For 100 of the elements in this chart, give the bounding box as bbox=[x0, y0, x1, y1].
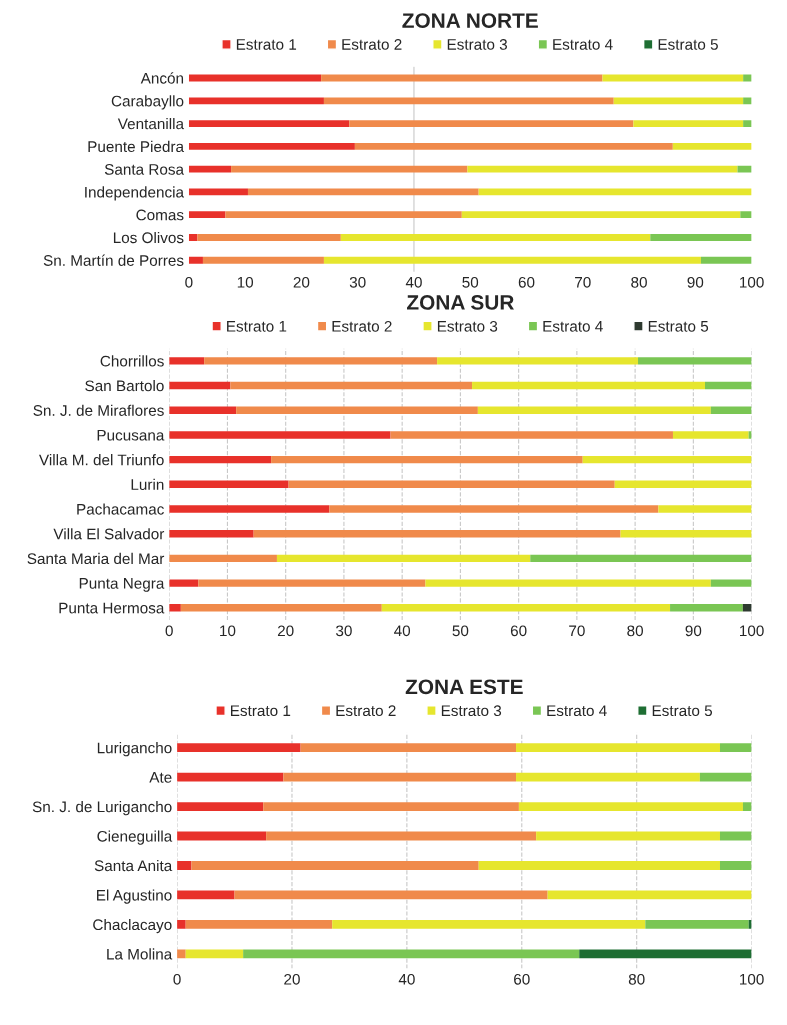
legend-label: Estrato 2 bbox=[332, 320, 392, 332]
x-tick-label: 80 bbox=[631, 276, 647, 288]
bar bbox=[169, 381, 231, 390]
x-tick-label: 60 bbox=[510, 625, 527, 637]
bar bbox=[177, 802, 264, 811]
bar bbox=[191, 861, 479, 870]
bar bbox=[236, 406, 478, 414]
legend-label: Estrato 3 bbox=[437, 320, 498, 332]
bar bbox=[283, 772, 517, 782]
bar bbox=[323, 97, 614, 105]
y-tick-label: Chaclacayo bbox=[93, 918, 172, 934]
y-tick-label: Ventanilla bbox=[117, 118, 185, 130]
bar bbox=[704, 381, 752, 390]
y-tick-label: Sn. J. de Miraflores bbox=[33, 404, 164, 416]
bar bbox=[300, 743, 517, 753]
x-tick-label: 20 bbox=[277, 625, 294, 637]
y-tick-label: Punta Negra bbox=[79, 578, 165, 592]
y-tick-label: El Agustino bbox=[97, 889, 172, 904]
bar bbox=[188, 142, 355, 150]
bar bbox=[477, 406, 711, 414]
bar bbox=[530, 554, 752, 563]
x-tick-label: 20 bbox=[293, 276, 310, 288]
bar bbox=[478, 861, 720, 870]
bar bbox=[582, 455, 752, 464]
bar bbox=[633, 120, 744, 127]
bar bbox=[332, 920, 646, 929]
bar bbox=[231, 165, 468, 173]
bar bbox=[276, 554, 531, 563]
x-tick-label: 70 bbox=[575, 276, 591, 288]
x-tick-label: 10 bbox=[220, 625, 236, 637]
bar bbox=[169, 579, 199, 587]
legend-label: Estrato 3 bbox=[441, 705, 502, 717]
x-tick-label: 100 bbox=[740, 625, 764, 637]
y-tick-label: Villa M. del Triunfo bbox=[39, 454, 164, 466]
bar bbox=[169, 455, 272, 464]
bar bbox=[638, 357, 752, 365]
bar bbox=[253, 529, 621, 538]
y-tick-label: Santa Rosa bbox=[104, 163, 185, 175]
x-tick-label: 100 bbox=[740, 973, 764, 985]
bar bbox=[700, 256, 752, 264]
bar bbox=[188, 256, 203, 264]
x-tick-label: 50 bbox=[452, 625, 469, 637]
y-tick-label: Carabayllo bbox=[111, 95, 184, 110]
y-tick-label: Comas bbox=[136, 209, 184, 221]
bar bbox=[177, 949, 186, 959]
bar bbox=[516, 743, 720, 753]
bar bbox=[425, 579, 711, 587]
bar bbox=[742, 802, 752, 811]
y-tick-label: Lurin bbox=[131, 478, 164, 490]
bar bbox=[390, 431, 673, 439]
bar bbox=[672, 142, 752, 150]
x-tick-label: 40 bbox=[394, 625, 411, 637]
x-tick-label: 90 bbox=[687, 276, 704, 288]
bar bbox=[198, 579, 426, 587]
x-tick-label: 0 bbox=[173, 973, 181, 985]
bar bbox=[169, 480, 289, 489]
bar bbox=[645, 920, 749, 929]
bar bbox=[188, 188, 248, 196]
bar bbox=[271, 455, 583, 464]
bar bbox=[263, 802, 519, 811]
bar bbox=[188, 211, 226, 219]
bar bbox=[169, 505, 330, 513]
x-tick-label: 30 bbox=[349, 276, 366, 288]
bar bbox=[197, 234, 341, 241]
bar bbox=[169, 431, 391, 439]
x-tick-label: 60 bbox=[514, 973, 530, 985]
x-tick-label: 40 bbox=[405, 276, 422, 288]
bar bbox=[516, 772, 700, 782]
chart-title: ZONA SUR bbox=[407, 295, 514, 310]
bar bbox=[467, 165, 738, 173]
bar bbox=[743, 120, 752, 127]
bar bbox=[204, 357, 438, 365]
bar bbox=[536, 831, 720, 841]
bar bbox=[180, 604, 382, 612]
bar bbox=[461, 211, 741, 219]
bar bbox=[169, 406, 237, 414]
y-tick-label: San Bartolo bbox=[85, 380, 164, 392]
y-tick-label: Punta Hermosa bbox=[59, 602, 165, 614]
bar bbox=[169, 604, 181, 612]
legend-label: Estrato 2 bbox=[342, 39, 402, 50]
legend-label: Estrato 5 bbox=[652, 705, 713, 717]
bar bbox=[650, 234, 752, 241]
bar bbox=[658, 505, 752, 513]
legend-label: Estrato 1 bbox=[236, 39, 297, 50]
y-tick-label: Ate bbox=[149, 772, 172, 783]
bar bbox=[188, 120, 350, 127]
x-tick-label: 70 bbox=[569, 625, 585, 637]
y-tick-label: Puente Piedra bbox=[88, 140, 185, 153]
legend-label: Estrato 1 bbox=[227, 321, 287, 332]
bar bbox=[288, 480, 615, 489]
y-tick-label: Sn. J. de Lurigancho bbox=[32, 801, 172, 816]
bar bbox=[234, 890, 548, 900]
bar bbox=[740, 211, 752, 219]
bar bbox=[323, 256, 701, 264]
bar bbox=[247, 188, 479, 196]
x-tick-label: 0 bbox=[185, 276, 193, 288]
bar bbox=[169, 554, 277, 563]
y-tick-label: Chorrillos bbox=[100, 355, 164, 367]
bar bbox=[672, 431, 749, 439]
legend-label: Estrato 2 bbox=[336, 705, 396, 717]
